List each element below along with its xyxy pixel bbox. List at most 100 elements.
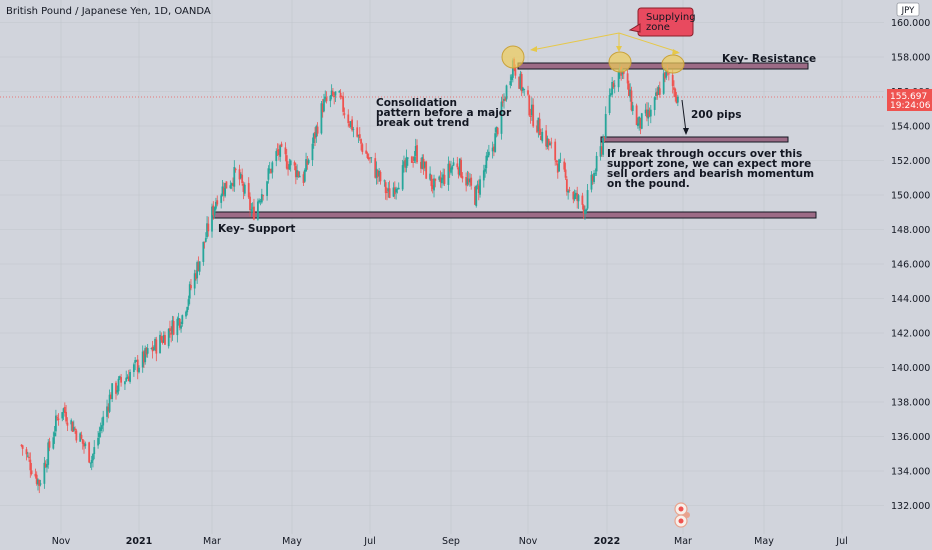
candle-bear — [30, 463, 33, 476]
candle-bull — [438, 175, 441, 182]
candle-bull — [268, 161, 271, 174]
candle-bull — [387, 182, 390, 198]
candle-bull — [484, 164, 486, 178]
candle-bull — [84, 441, 87, 449]
candle-bear — [207, 216, 210, 237]
candle-bull — [154, 337, 156, 352]
candle-bear — [294, 162, 297, 185]
candle-bear — [386, 187, 388, 201]
candle-bull — [144, 345, 147, 365]
candle-bull — [476, 180, 479, 190]
candle-bear — [293, 160, 296, 171]
candle-bull — [92, 453, 94, 468]
event-icons[interactable] — [674, 502, 690, 528]
candle-bull — [221, 179, 224, 197]
y-axis[interactable]: 160.000158.000156.000154.000152.000150.0… — [891, 18, 930, 512]
candle-bear — [81, 438, 84, 450]
candle-bull — [185, 310, 187, 320]
candle-bear — [456, 156, 459, 170]
candle-bull — [324, 90, 327, 103]
candle-bull — [549, 141, 551, 146]
candle-bear — [347, 109, 350, 128]
candle-bull — [329, 95, 332, 108]
candle-bear — [164, 331, 166, 345]
breakdown-line-3: sell orders and bearish momentum — [607, 168, 814, 180]
candle-bear — [238, 164, 241, 186]
candle-bear — [302, 171, 305, 187]
y-tick-label: 160.000 — [891, 18, 930, 29]
candle-bull — [397, 182, 400, 190]
candle-bull — [177, 312, 180, 326]
candle-bear — [379, 170, 382, 185]
candle-bull — [89, 462, 92, 468]
candle-bull — [401, 159, 404, 192]
candle-bull — [611, 76, 614, 98]
candle-bull — [289, 159, 292, 172]
candle-bear — [247, 177, 250, 200]
highlight-circle-2[interactable] — [608, 51, 632, 73]
currency-badge[interactable]: JPY — [896, 2, 920, 17]
candle-bull — [649, 105, 652, 124]
candle-bull — [491, 141, 494, 159]
candle-bull — [334, 91, 337, 103]
candle-bear — [431, 178, 434, 194]
candle-bear — [232, 177, 234, 192]
candle-bear — [343, 107, 346, 119]
candle-bull — [602, 134, 605, 157]
candle-bull — [352, 126, 355, 138]
candle-bear — [674, 87, 677, 102]
candle-bull — [198, 261, 201, 276]
candle-bull — [357, 134, 360, 144]
highlight-circle-1[interactable] — [501, 45, 525, 69]
candle-bull — [647, 102, 650, 126]
y-tick-label: 142.000 — [891, 329, 930, 340]
candle-bull — [196, 260, 199, 284]
candle-bear — [639, 117, 642, 135]
candle-bull — [330, 84, 333, 100]
candle-bear — [547, 138, 550, 151]
x-axis[interactable]: Nov 2021 Mar May Jul Sep Nov 2022 Mar May Jul — [52, 536, 848, 547]
consolidation-line-3: break out trend — [376, 117, 469, 129]
candle-bull — [637, 117, 639, 129]
candle-bull — [230, 182, 233, 190]
candle-bull — [186, 306, 189, 316]
candle-bull — [288, 158, 291, 171]
candle-bull — [117, 376, 120, 395]
candle-bull — [99, 422, 102, 438]
candle-bear — [20, 444, 23, 448]
candle-bull — [101, 417, 103, 434]
candle-bull — [62, 407, 65, 420]
candle-bear — [434, 178, 437, 188]
candle-bull — [370, 157, 373, 163]
candle-bull — [204, 232, 207, 243]
highlight-circle-3[interactable] — [661, 54, 685, 74]
candle-bull — [509, 74, 512, 89]
y-tick-label: 132.000 — [891, 501, 930, 512]
candle-bull — [135, 359, 138, 363]
candle-bull — [657, 85, 660, 95]
candle-bull — [70, 418, 73, 431]
candle-bear — [656, 86, 659, 100]
candle-bear — [56, 414, 59, 421]
candle-bear — [83, 440, 85, 454]
candle-bull — [469, 173, 471, 187]
candle-bull — [653, 96, 656, 116]
candle-bear — [25, 447, 28, 461]
plot-background[interactable] — [0, 0, 884, 534]
support-zone-mid[interactable] — [600, 136, 789, 143]
candle-bear — [556, 160, 559, 179]
candle-bull — [141, 345, 144, 373]
candle-bear — [425, 160, 428, 180]
callout-line-2: zone — [646, 22, 670, 33]
y-tick-label: 138.000 — [891, 398, 930, 409]
key-support-zone[interactable] — [212, 211, 817, 219]
candle-bear — [262, 194, 265, 201]
candle-bull — [138, 365, 140, 374]
candle-bull — [116, 385, 119, 396]
price-label[interactable]: 155.697 19:24:06 — [887, 89, 932, 111]
candle-bull — [125, 370, 128, 383]
candle-bull — [644, 103, 647, 117]
y-tick-label: 150.000 — [891, 191, 930, 202]
supplying-zone-callout[interactable]: Supplying zone — [628, 7, 696, 37]
grid — [0, 0, 884, 534]
